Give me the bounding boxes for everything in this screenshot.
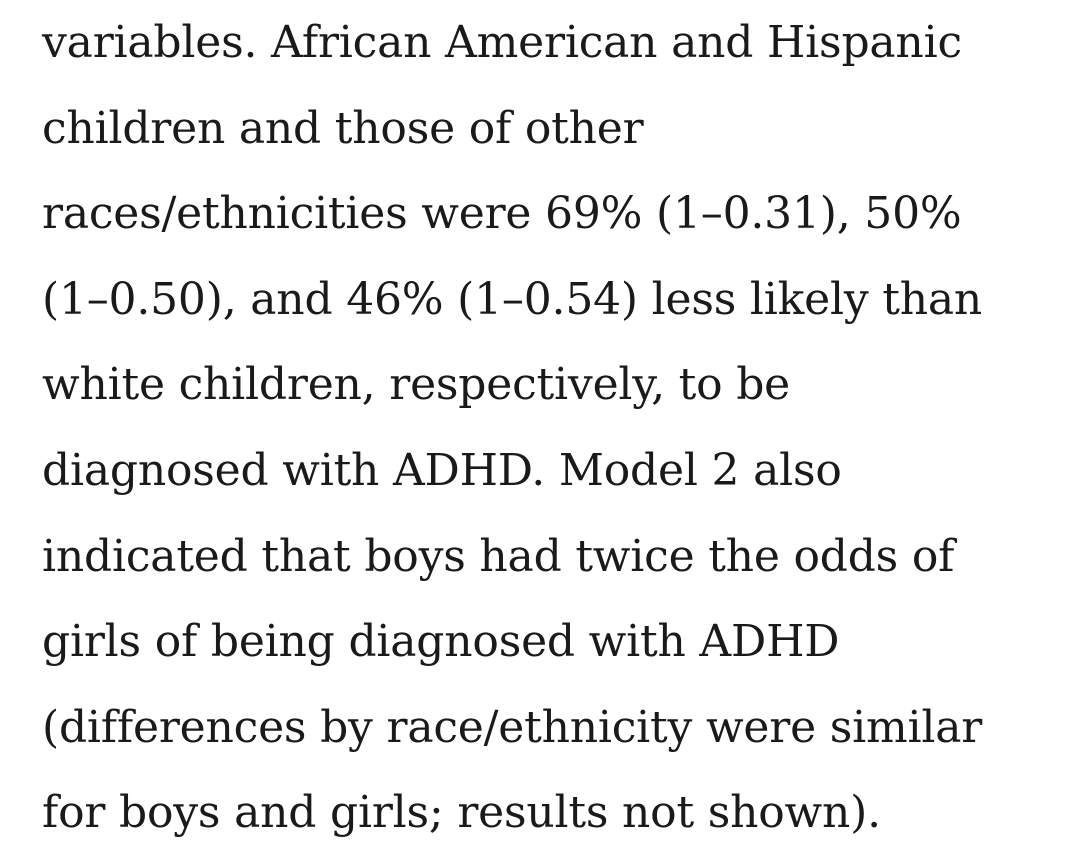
- article-paragraph: variables. African American and Hispanic…: [42, 0, 1062, 856]
- text-line: (differences by race/ethnicity were simi…: [42, 701, 983, 753]
- text-line: indicated that boys had twice the odds o…: [42, 530, 955, 582]
- text-line: (1–0.50), and 46% (1–0.54) less likely t…: [42, 273, 983, 325]
- text-line: diagnosed with ADHD. Model 2 also: [42, 444, 842, 496]
- text-line: for boys and girls; results not shown).: [42, 787, 881, 839]
- text-line: girls of being diagnosed with ADHD: [42, 616, 840, 668]
- text-line: children and those of other: [42, 102, 644, 154]
- text-line: races/ethnicities were 69% (1–0.31), 50%: [42, 188, 962, 240]
- text-line: white children, respectively, to be: [42, 359, 791, 411]
- text-line: variables. African American and Hispanic: [42, 17, 962, 68]
